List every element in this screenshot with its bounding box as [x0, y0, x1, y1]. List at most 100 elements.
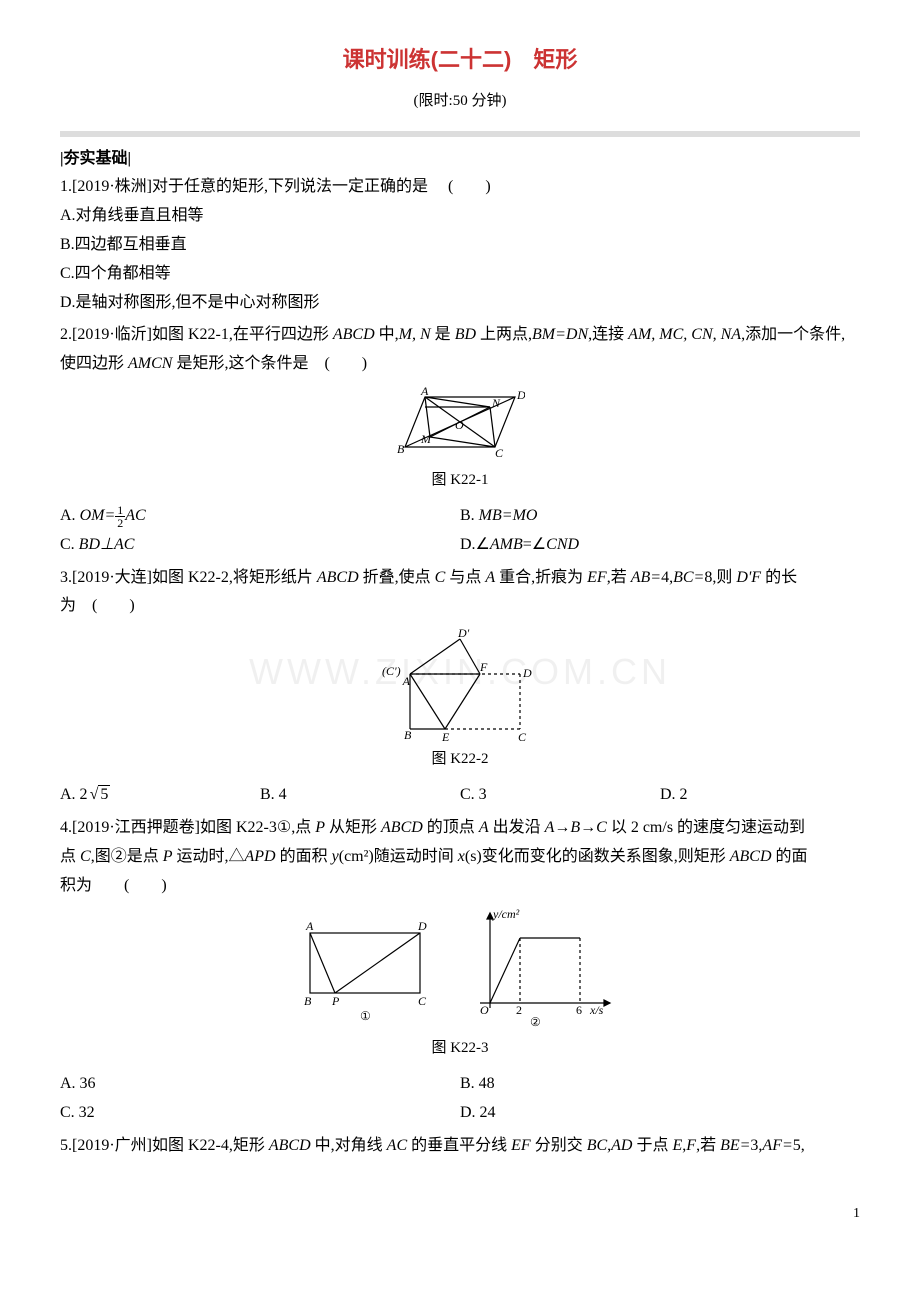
q4-l2b: ,图②是点: [91, 848, 163, 865]
q2-optD: D.∠AMB=∠CND: [460, 531, 860, 560]
page-number: 1: [60, 1201, 860, 1226]
section-divider: [60, 131, 860, 137]
q2-stem-line2: 使四边形 AMCN 是矩形,这个条件是 ( ): [60, 350, 860, 379]
q2-t1: 2.[2019·临沂]如图 K22-1,在平行四边形: [60, 326, 333, 343]
q4-options-row2: C. 32 D. 24: [60, 1099, 860, 1128]
fig1-O: O: [455, 418, 464, 432]
fig3-two: 2: [516, 1003, 522, 1017]
question-1: 1.[2019·株洲]对于任意的矩形,下列说法一定正确的是 ( ) A.对角线垂…: [60, 173, 860, 317]
q5-t6: ,若: [696, 1137, 720, 1154]
q1-paren-inner: ( ): [448, 178, 491, 195]
fig3-A: A: [305, 919, 314, 933]
fig3-D: D: [417, 919, 427, 933]
q4-t1: 4.[2019·江西押题卷]如图 K22-3①,点: [60, 819, 315, 836]
fig3-B: B: [304, 994, 312, 1008]
page-title: 课时训练(二十二) 矩形: [60, 40, 860, 80]
fig2-B: B: [404, 728, 412, 742]
q3-optA-sqrt: 5: [88, 781, 111, 810]
figure-3-svg: A D B P C ① O 2: [300, 908, 620, 1033]
fig2-D: D: [522, 666, 532, 680]
q3-optA-rad: 5: [98, 785, 110, 803]
q4-optB: B. 48: [460, 1070, 860, 1099]
q2-options-row1: A. OM=12AC B. MB=MO: [60, 502, 860, 531]
q2-mn: M, N: [399, 326, 431, 343]
fig1-C: C: [495, 446, 504, 460]
q5-af5v: 5,: [793, 1137, 805, 1154]
fig1-M: M: [420, 432, 432, 446]
q3-ab4: AB=: [631, 569, 661, 586]
fig3-c1: ①: [360, 1009, 371, 1023]
question-4: 4.[2019·江西押题卷]如图 K22-3①,点 P 从矩形 ABCD 的顶点…: [60, 814, 860, 1128]
q5-ef: EF: [511, 1137, 531, 1154]
fig3-c2: ②: [530, 1015, 541, 1029]
q3-t3: 与点: [445, 569, 485, 586]
q3-optB: B. 4: [260, 781, 460, 810]
q4-l2d: 的面积: [276, 848, 332, 865]
question-3: 3.[2019·大连]如图 K22-2,将矩形纸片 ABCD 折叠,使点 C 与…: [60, 564, 860, 810]
q4-t4: 出发沿: [489, 819, 545, 836]
figure-2: (C') A B E C D F D' 图 K22-2: [60, 629, 860, 773]
q4-l2e: (cm²)随运动时间: [339, 848, 458, 865]
fig2-Dp: D': [457, 629, 470, 640]
q2-bd: BD: [455, 326, 476, 343]
fig3-x: x/s: [589, 1003, 604, 1017]
q4-abcd2: ABCD: [730, 848, 772, 865]
q1-stem: 1.[2019·株洲]对于任意的矩形,下列说法一定正确的是 ( ): [60, 173, 860, 202]
q2-options-row2: C. BD⊥AC D.∠AMB=∠CND: [60, 531, 860, 560]
fig2-Cp: (C'): [382, 664, 401, 678]
fig2-A: A: [402, 674, 411, 688]
q4-a: A: [479, 819, 489, 836]
q2-optD-pre: D.∠: [460, 536, 490, 553]
q1-optD: D.是轴对称图形,但不是中心对称图形: [60, 289, 860, 318]
q4-x: x: [458, 848, 465, 865]
figure-2-caption: 图 K22-2: [60, 746, 860, 773]
q2-optC-pre: C.: [60, 536, 79, 553]
q3-options: A. 25 B. 4 C. 3 D. 2: [60, 781, 860, 810]
fig1-N: N: [491, 396, 501, 410]
q4-optC: C. 32: [60, 1099, 460, 1128]
q4-t3: 的顶点: [423, 819, 479, 836]
q4-t2: 从矩形: [325, 819, 381, 836]
q4-t5: 以 2 cm/s 的速度匀速运动到: [607, 819, 805, 836]
q2-optB-pre: B.: [460, 507, 479, 524]
q4-stem-line2: 点 C,图②是点 P 运动时,△APD 的面积 y(cm²)随运动时间 x(s)…: [60, 843, 860, 872]
q3-t1: 3.[2019·大连]如图 K22-2,将矩形纸片: [60, 569, 317, 586]
q5-bc: BC: [587, 1137, 607, 1154]
fig1-B: B: [397, 442, 405, 456]
q2-optD-cnd: CND: [546, 536, 579, 553]
q4-l2a: 点: [60, 848, 80, 865]
q5-t5: 于点: [632, 1137, 672, 1154]
q2-amcn-list: AM, MC, CN, NA: [628, 326, 741, 343]
fig3-six: 6: [576, 1003, 582, 1017]
q4-stem-line1: 4.[2019·江西押题卷]如图 K22-3①,点 P 从矩形 ABCD 的顶点…: [60, 814, 860, 843]
q3-optC: C. 3: [460, 781, 660, 810]
q3-c1: C: [435, 569, 446, 586]
q4-c: C: [80, 848, 91, 865]
q2-t5: ,连接: [588, 326, 628, 343]
q4-l2g: 的面: [772, 848, 808, 865]
q4-abcd: ABCD: [381, 819, 423, 836]
q2-optA-pre: A.: [60, 507, 80, 524]
q3-optA-t: A. 2: [60, 786, 88, 803]
figure-3-caption: 图 K22-3: [60, 1035, 860, 1062]
q2-l2b: 是矩形,这个条件是 ( ): [172, 355, 367, 372]
q4-y: y: [332, 848, 339, 865]
q2-l2a: 使四边形: [60, 355, 128, 372]
q3-bc8: BC=: [673, 569, 704, 586]
q2-optC-v: BD⊥AC: [79, 536, 135, 553]
q5-af5: AF=: [762, 1137, 792, 1154]
q3-t6: 的长: [761, 569, 797, 586]
figure-3: A D B P C ① O 2: [60, 908, 860, 1062]
fig1-D: D: [516, 388, 525, 402]
q3-ab4v: 4,: [661, 569, 673, 586]
q2-optC: C. BD⊥AC: [60, 531, 460, 560]
q2-optA: A. OM=12AC: [60, 502, 460, 531]
q4-p: P: [315, 819, 325, 836]
q2-abcd: ABCD: [333, 326, 375, 343]
q5-be3v: 3,: [750, 1137, 762, 1154]
q3-t4: 重合,折痕为: [495, 569, 587, 586]
q2-optB: B. MB=MO: [460, 502, 860, 531]
fig3-C: C: [418, 994, 427, 1008]
q2-optA-om: OM=: [80, 507, 116, 524]
q4-optA: A. 36: [60, 1070, 460, 1099]
